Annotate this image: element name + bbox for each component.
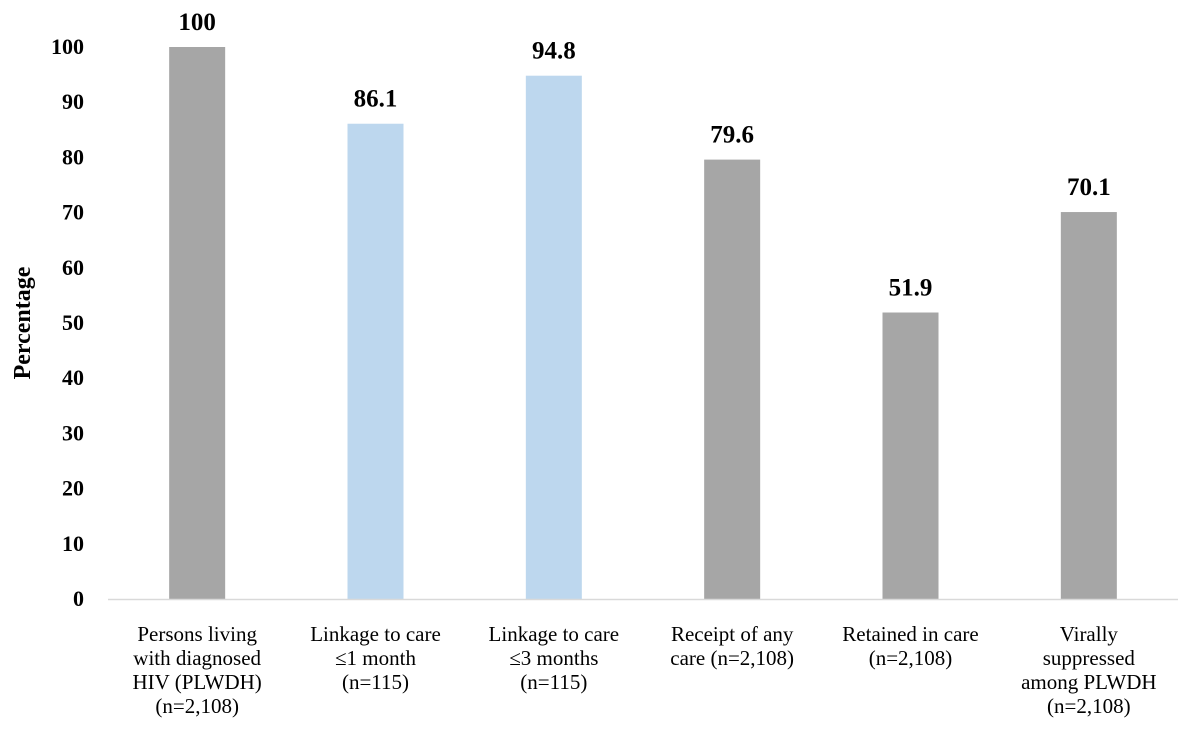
y-tick-label: 10 (62, 531, 84, 556)
y-tick-label: 100 (51, 34, 84, 59)
category-label: Persons living with diagnosed HIV (PLWDH)(… (133, 622, 262, 718)
y-tick-label: 70 (62, 200, 84, 225)
data-labels: 100 86.1 94.8 79.6 51.9 70.1 (178, 9, 1110, 302)
bar (704, 159, 761, 599)
data-label: 70.1 (1067, 174, 1111, 201)
y-axis-ticks: 0 10 20 30 40 50 60 70 80 90 100 (51, 34, 84, 611)
category-label: Linkage to care ≤3 months (n=115) (489, 622, 620, 694)
bar (525, 75, 582, 600)
data-label: 79.6 (710, 122, 754, 149)
data-label: 86.1 (354, 86, 398, 113)
bar (882, 312, 939, 599)
bar (169, 47, 226, 599)
y-tick-label: 0 (73, 586, 84, 611)
category-label: Receipt of any care (n=2,108) (670, 622, 794, 670)
category-label: Retained in care (n=2,108) (842, 622, 978, 670)
bar (347, 123, 404, 599)
data-label: 100 (178, 9, 216, 36)
y-tick-label: 30 (62, 420, 84, 445)
category-label: Linkage to care ≤1 month (n=115) (310, 622, 441, 694)
y-tick-label: 50 (62, 310, 84, 335)
category-labels: Persons living with diagnosed HIV (PLWDH)(… (133, 622, 1157, 718)
bars (169, 47, 1117, 600)
y-tick-label: 40 (62, 365, 84, 390)
y-tick-label: 20 (62, 476, 84, 501)
y-tick-label: 80 (62, 144, 84, 169)
y-tick-label: 60 (62, 255, 84, 280)
y-axis-label: Percentage (10, 266, 36, 379)
data-label: 94.8 (532, 38, 576, 65)
data-label: 51.9 (889, 275, 933, 302)
category-label: Virally suppressed among PLWDH (n=2,108) (1021, 622, 1157, 718)
bar (1060, 212, 1117, 599)
y-tick-label: 90 (62, 89, 84, 114)
